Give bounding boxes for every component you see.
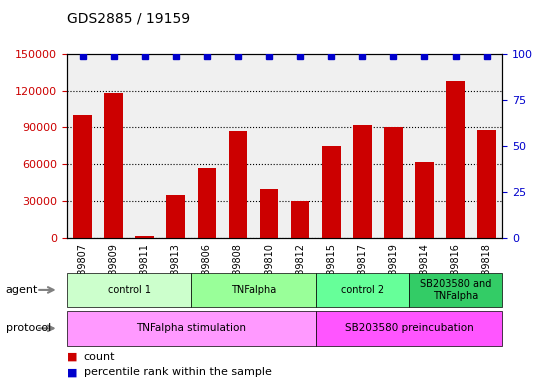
- Text: agent: agent: [6, 285, 38, 295]
- Bar: [477, 130, 496, 238]
- Text: ■: ■: [67, 367, 78, 377]
- Bar: [446, 81, 465, 238]
- Text: control 2: control 2: [341, 285, 384, 295]
- Text: control 1: control 1: [108, 285, 151, 295]
- Bar: [259, 189, 278, 238]
- Text: ■: ■: [67, 352, 78, 362]
- Text: protocol: protocol: [6, 323, 51, 333]
- Text: count: count: [84, 352, 115, 362]
- Text: SB203580 and
TNFalpha: SB203580 and TNFalpha: [420, 279, 491, 301]
- Bar: [229, 131, 247, 238]
- Bar: [291, 201, 310, 238]
- Text: GDS2885 / 19159: GDS2885 / 19159: [67, 12, 190, 25]
- Bar: [384, 127, 403, 238]
- Text: SB203580 preincubation: SB203580 preincubation: [344, 323, 473, 333]
- Bar: [198, 168, 216, 238]
- Bar: [322, 146, 340, 238]
- Bar: [104, 93, 123, 238]
- Text: TNFalpha stimulation: TNFalpha stimulation: [136, 323, 246, 333]
- Text: TNFalpha: TNFalpha: [231, 285, 276, 295]
- Bar: [415, 162, 434, 238]
- Bar: [353, 125, 372, 238]
- Bar: [136, 236, 154, 238]
- Bar: [166, 195, 185, 238]
- Bar: [73, 115, 92, 238]
- Text: percentile rank within the sample: percentile rank within the sample: [84, 367, 272, 377]
